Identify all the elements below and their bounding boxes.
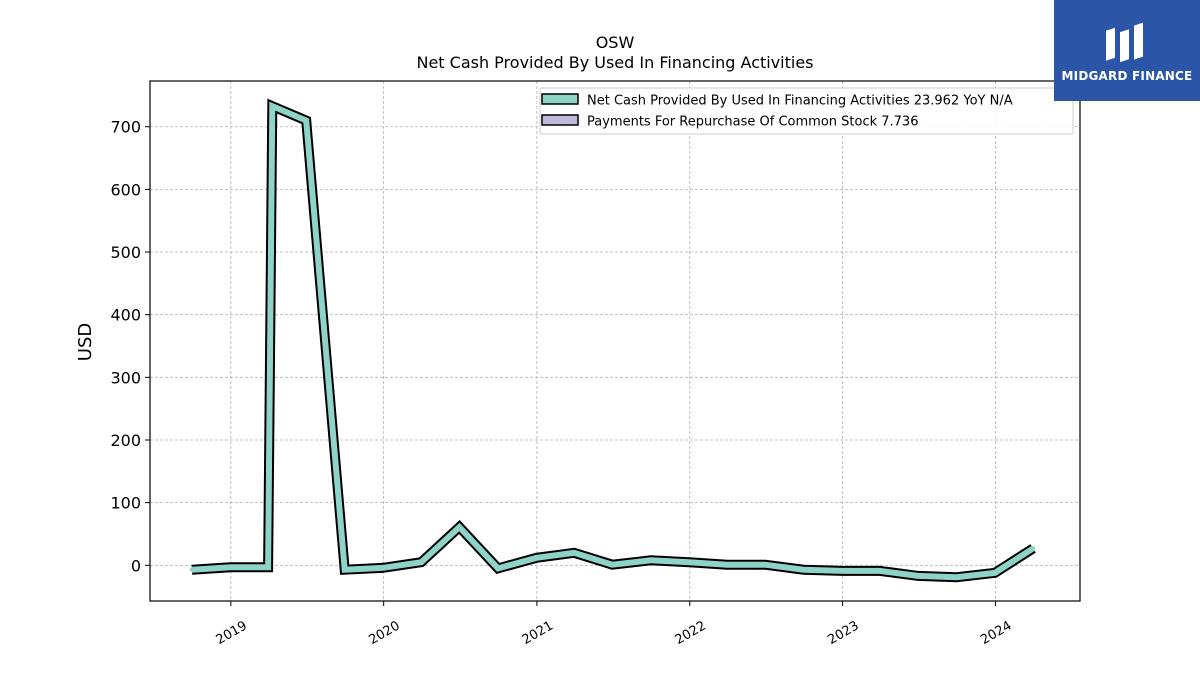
data-point [381, 565, 386, 570]
y-tick-label: 300 [110, 368, 141, 387]
series-outline [191, 98, 1036, 583]
x-tick-label: 2019 [214, 618, 250, 648]
data-point [992, 570, 998, 576]
brand-logo: MIDGARD FINANCE [1054, 0, 1200, 101]
data-point [648, 558, 654, 563]
y-tick-label: 500 [110, 243, 141, 262]
logo-text: MIDGARD FINANCE [1061, 69, 1193, 83]
data-point [457, 524, 462, 530]
data-point [724, 562, 730, 567]
data-point [495, 566, 501, 571]
data-point [801, 567, 806, 572]
data-point [954, 574, 959, 580]
data-point [687, 559, 692, 565]
data-point [1030, 546, 1036, 551]
chart-subtitle: Net Cash Provided By Used In Financing A… [416, 53, 813, 72]
legend-label: Payments For Repurchase Of Common Stock … [587, 115, 918, 130]
grid [150, 81, 1080, 601]
data-point [270, 103, 275, 109]
x-tick-label: 2020 [366, 618, 402, 648]
y-tick-label: 200 [110, 431, 141, 450]
y-tick-label: 400 [110, 306, 141, 325]
series-line [191, 101, 1035, 581]
data-point [189, 567, 195, 572]
data-point [342, 567, 347, 572]
chart-title: OSW [596, 33, 635, 52]
data-point [571, 550, 577, 555]
data-point [877, 568, 883, 574]
data-point [915, 573, 921, 579]
y-tick-label: 700 [110, 118, 141, 137]
data-point [228, 564, 233, 570]
y-axis-label: USD [75, 323, 96, 361]
data-point [419, 559, 424, 565]
data-point [839, 568, 845, 574]
y-tick-label: 600 [110, 180, 141, 199]
y-tick-label: 0 [131, 556, 141, 575]
y-tick-label: 100 [110, 494, 141, 513]
data-point [534, 555, 539, 560]
x-tick-label: 2023 [825, 618, 861, 648]
data-point [303, 118, 309, 123]
legend-label: Net Cash Provided By Used In Financing A… [587, 94, 1013, 109]
data-point [610, 562, 615, 567]
logo-mark-icon [1106, 22, 1143, 63]
legend-box [539, 87, 1074, 135]
legend: Net Cash Provided By Used In Financing A… [539, 87, 1074, 135]
x-tick-label: 2021 [520, 618, 556, 648]
legend-swatch [541, 114, 579, 126]
data-point [762, 562, 768, 567]
plot-frame [149, 80, 1081, 602]
series-layer [189, 98, 1036, 583]
data-point [265, 564, 271, 570]
x-tick-label: 2022 [673, 618, 709, 648]
x-tick-label: 2024 [978, 618, 1014, 648]
legend-swatch [541, 93, 579, 105]
